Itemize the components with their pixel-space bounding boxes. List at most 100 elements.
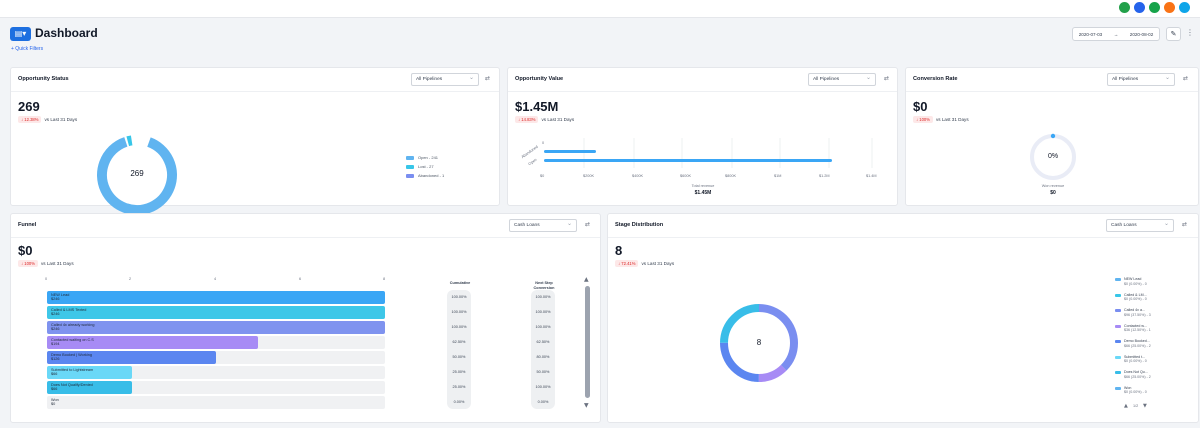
next-step-value: 100.00% [535,295,551,299]
cumulative-value: 100.00% [451,325,467,329]
stage-amount: $126 [51,357,60,362]
next-step-value: 100.00% [535,385,551,389]
date-range-picker[interactable]: 2020-07-03 → 2020-08-02 [1072,27,1160,41]
donut-segment[interactable] [720,304,798,382]
stage-amount: $66 [51,372,58,377]
legend-text: Submitted t... $0 (0.00%) - 0 [1124,355,1147,364]
more-options-icon[interactable]: ⋮ [1186,28,1194,37]
legend-text: Won $0 (0.00%) - 0 [1124,386,1147,395]
axis-tick: 2 [129,277,132,281]
next-step-value: 100.00% [535,325,551,329]
delta-badge: ↓ 100% [18,260,38,267]
delta-compare: vs Last 31 Days [641,261,675,266]
funnel-bar[interactable] [47,381,132,394]
legend-swatch [1115,324,1121,328]
date-end: 2020-08-02 [1129,31,1154,37]
funnel-bar[interactable] [47,321,385,334]
help-icon[interactable] [1179,2,1190,13]
notification-icon[interactable] [1164,2,1175,13]
legend-stage-name: Called & LM... [1124,292,1147,297]
funnel-bar[interactable] [47,366,132,379]
next-step-value: 100.00% [535,310,551,314]
pipeline-select[interactable]: Cash Loans [509,218,577,232]
cumulative-value: 50.00% [452,355,466,359]
swap-icon[interactable]: ⇄ [585,221,591,228]
stage-distribution-card: Stage Distribution Cash Loans ⇄ 8 ↓ 72.4… [607,213,1199,423]
phone-icon[interactable] [1119,2,1130,13]
legend-stage-value: $0 (0.00%) - 0 [1124,281,1147,286]
pipeline-select[interactable]: All Pipelines [808,72,876,86]
prev-page-icon[interactable]: ▲ [1124,403,1128,409]
legend-item: Abandoned - 1 [406,173,444,178]
donut-segment[interactable] [720,304,798,382]
stage-legend-item[interactable]: Does Not Qu... $66 (25.00%) - 2 [1115,370,1151,379]
stage-legend-item[interactable]: Called 4x a... $96 (37.50%) - 3 [1115,308,1151,317]
row-label: Open [527,157,538,167]
scroll-down-icon[interactable]: ▼ [584,402,589,409]
legend-stage-name: Won [1124,385,1132,390]
next-page-icon[interactable]: ▼ [1143,403,1147,409]
next-step-value: 50.00% [536,370,550,374]
card-title: Opportunity Value [515,76,564,82]
card-header: Conversion Rate All Pipelines ⇄ [906,68,1198,92]
delta-row: ↓ 12.38% vs Last 31 Days [18,116,77,123]
pipeline-select[interactable]: All Pipelines [1107,72,1175,86]
x-tick: $0 [540,174,545,178]
x-tick: $600K [680,174,691,178]
swap-icon[interactable]: ⇄ [485,75,491,82]
pipeline-select[interactable]: Cash Loans [1106,218,1174,232]
quick-filters-link[interactable]: + Quick Filters [11,46,44,52]
dashboard-switcher-button[interactable]: ▤▾ [10,27,31,41]
next-step-value: 80.00% [536,355,550,359]
funnel-bar[interactable] [47,336,259,349]
funnel-bar[interactable] [47,306,385,319]
stage-name: Submitted to Lightstream [51,367,94,372]
stage-name: NEW Lead [51,292,70,297]
legend-text: Demo Booked... $66 (25.00%) - 2 [1124,339,1151,348]
scroll-up-icon[interactable]: ▲ [584,276,589,283]
funnel-bar[interactable] [47,291,385,304]
stage-donut-chart [720,304,798,382]
swap-icon[interactable]: ⇄ [1182,221,1188,228]
funnel-bar[interactable] [47,351,216,364]
legend-stage-value: $96 (37.50%) - 3 [1124,312,1151,317]
x-tick: $200K [583,174,594,178]
stage-legend-item[interactable]: Won $0 (0.00%) - 0 [1115,386,1147,395]
link-icon[interactable] [1134,2,1145,13]
card-title: Conversion Rate [913,76,958,82]
total-revenue-label: Total revenue [691,184,715,188]
stage-legend-item[interactable]: Called & LM... $0 (0.00%) - 0 [1115,293,1147,302]
donut-segment[interactable] [720,304,798,382]
stage-name: Called & LMS Texted [51,307,87,312]
delta-badge: ↓ 12.38% [18,116,42,123]
legend-stage-name: Does Not Qu... [1124,370,1148,374]
value-bar-chart [544,138,873,168]
legend-swatch [1115,340,1121,343]
funnel-stage-label: Contacted waiting on C.S $194 [51,338,94,348]
row-label: 0 [542,141,545,145]
stage-legend-item[interactable]: NEW Lead $0 (0.00%) - 0 [1115,277,1147,286]
swap-icon[interactable]: ⇄ [884,75,890,82]
row-label: Abandoned [520,144,539,160]
delta-row: ↓ 14.83% vs Last 31 Days [515,116,574,123]
top-icons [1119,2,1190,13]
legend-stage-name: Contacted w... [1124,323,1147,328]
edit-dashboard-button[interactable]: ✎ [1166,27,1181,41]
cumulative-value: 25.00% [452,385,466,389]
stage-amount: $0 [51,402,56,407]
legend-swatch [406,173,414,178]
pipeline-select[interactable]: All Pipelines [411,72,479,86]
delta-row: ↓ 100% vs Last 31 Days [18,260,74,267]
legend-stage-value: $0 (0.00%) - 0 [1124,297,1147,302]
stage-legend-item[interactable]: Demo Booked... $66 (25.00%) - 2 [1115,339,1151,348]
scrollbar[interactable] [585,286,590,398]
apps-icon[interactable] [1149,2,1160,13]
swap-icon[interactable]: ⇄ [1183,75,1189,82]
funnel-stage-label: Called 4x already working $246 [51,323,94,333]
card-title: Funnel [18,222,37,228]
legend-stage-value: $0 (0.00%) - 0 [1124,390,1147,395]
stage-legend-item[interactable]: Submitted t... $0 (0.00%) - 0 [1115,355,1147,364]
top-strip [0,0,1200,18]
legend-swatch [1115,371,1121,374]
stage-legend-item[interactable]: Contacted w... $36 (12.50%) - 1 [1115,324,1151,333]
